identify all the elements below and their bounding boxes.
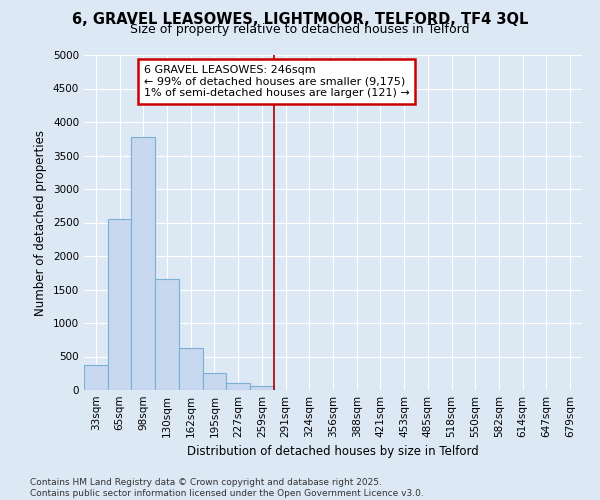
Text: 6 GRAVEL LEASOWES: 246sqm
← 99% of detached houses are smaller (9,175)
1% of sem: 6 GRAVEL LEASOWES: 246sqm ← 99% of detac…	[144, 65, 410, 98]
Bar	[108, 219, 131, 390]
Bar	[203, 373, 226, 390]
Bar	[250, 386, 274, 390]
Y-axis label: Number of detached properties: Number of detached properties	[34, 130, 47, 316]
Text: 6, GRAVEL LEASOWES, LIGHTMOOR, TELFORD, TF4 3QL: 6, GRAVEL LEASOWES, LIGHTMOOR, TELFORD, …	[72, 12, 528, 28]
Bar	[226, 384, 250, 390]
Bar	[179, 348, 203, 390]
Text: Contains HM Land Registry data © Crown copyright and database right 2025.
Contai: Contains HM Land Registry data © Crown c…	[30, 478, 424, 498]
Bar	[131, 137, 155, 390]
Bar	[155, 280, 179, 390]
X-axis label: Distribution of detached houses by size in Telford: Distribution of detached houses by size …	[187, 446, 479, 458]
Bar	[84, 365, 108, 390]
Text: Size of property relative to detached houses in Telford: Size of property relative to detached ho…	[130, 22, 470, 36]
